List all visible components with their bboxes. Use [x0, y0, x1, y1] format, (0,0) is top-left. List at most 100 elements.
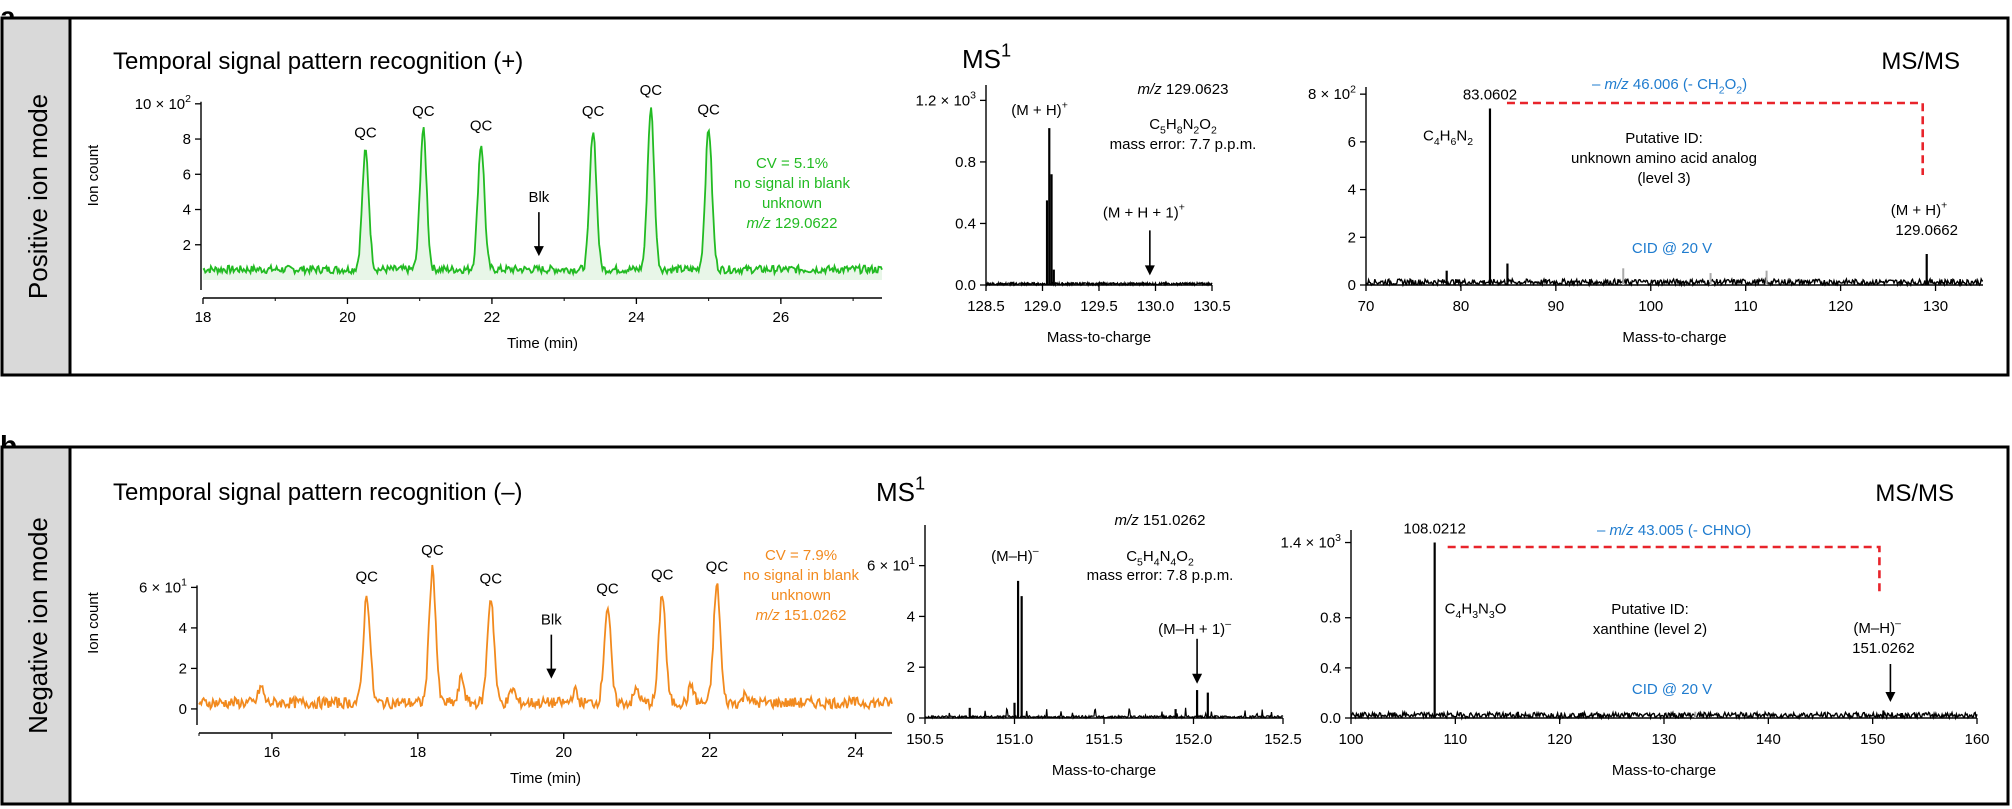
y-scale-label: 10 × 102 — [135, 93, 191, 113]
trace-line — [198, 564, 893, 712]
ion-mode-label: Positive ion mode — [23, 94, 53, 299]
y-tick-label: 0.4 — [1320, 660, 1341, 677]
y-tick-label: 8 — [183, 131, 191, 148]
x-tick-label: 152.0 — [1175, 731, 1213, 748]
blank-label: Blk — [528, 189, 549, 206]
ms1-spectrum: MS1 128.5 129.0 129.5 130.0 130.5 Mass-to-char… — [916, 40, 1257, 346]
x-tick-label: 26 — [773, 309, 790, 326]
qc-label: QC — [640, 82, 663, 99]
x-tick-label: 130.5 — [1193, 298, 1231, 315]
y-tick-label: 6 — [1348, 134, 1356, 151]
cv-annotation: no signal in blank — [743, 567, 859, 584]
x-tick-label: 100 — [1638, 298, 1663, 315]
ms1-spectrum: MS1 150.5 151.0 151.5 152.0 152.5 Mass-to-char… — [867, 473, 1302, 779]
x-tick-label: 18 — [195, 309, 212, 326]
x-tick-label: 130 — [1651, 731, 1676, 748]
x-tick-label: 140 — [1756, 731, 1781, 748]
qc-label: QC — [596, 581, 619, 598]
putative-id: Putative ID: — [1611, 601, 1689, 618]
y-tick-label: 0.4 — [955, 215, 976, 232]
arrow-head — [1192, 673, 1203, 684]
panel-frame — [0, 445, 2010, 806]
x-tick-label: 110 — [1734, 298, 1758, 315]
spectrum-noise — [1350, 709, 1978, 721]
x-tick-label: 151.0 — [996, 731, 1034, 748]
ms1-mass-error: mass error: 7.7 p.p.m. — [1110, 136, 1257, 153]
y-tick-label: 4 — [179, 620, 187, 637]
cid-label: CID @ 20 V — [1632, 681, 1712, 698]
y-tick-label: 0 — [907, 710, 915, 727]
spectrum-noise — [924, 707, 1284, 720]
y-scale-label: 6 × 101 — [139, 577, 187, 597]
y-tick-label: 0.0 — [1320, 710, 1341, 727]
cv-annotation: no signal in blank — [734, 175, 850, 192]
x-axis-label: Mass-to-charge — [1052, 762, 1156, 779]
qc-label: QC — [651, 566, 674, 583]
x-tick-label: 70 — [1358, 298, 1375, 315]
x-tick-label: 150 — [1860, 731, 1885, 748]
precursor-mz: 129.0662 — [1895, 222, 1958, 239]
x-tick-label: 20 — [555, 744, 572, 761]
ms1-formula: C5H8N2O2 — [1149, 116, 1217, 137]
ms1-mz-label: m/z 151.0262 — [1115, 512, 1206, 529]
x-tick-label: 129.5 — [1080, 298, 1118, 315]
qc-label: QC — [480, 571, 503, 588]
qc-label: QC — [706, 558, 729, 575]
msms-title: MS/MS — [1881, 48, 1960, 75]
spectrum-noise — [985, 280, 1213, 288]
qc-label: QC — [356, 569, 379, 586]
x-tick-label: 80 — [1453, 298, 1470, 315]
trace-line — [202, 107, 883, 277]
chromatogram-title: Temporal signal pattern recognition (–) — [113, 479, 523, 506]
y-scale-label: 6 × 101 — [867, 555, 915, 575]
cv-annotation: CV = 7.9% — [765, 547, 837, 564]
y-tick-label: 0 — [1348, 277, 1356, 294]
cv-annotation: m/z 151.0262 — [756, 607, 847, 624]
x-tick-label: 18 — [409, 744, 426, 761]
x-tick-label: 100 — [1338, 731, 1363, 748]
spectrum-noise — [1365, 276, 1984, 288]
neutral-loss-label: – m/z 46.006 (- CH2O2) — [1592, 76, 1747, 97]
isotope-label: (M + H + 1)+ — [1103, 202, 1185, 222]
x-axis-label: Mass-to-charge — [1612, 762, 1716, 779]
x-tick-label: 20 — [339, 309, 356, 326]
x-tick-label: 120 — [1547, 731, 1572, 748]
putative-id: xanthine (level 2) — [1593, 621, 1707, 638]
y-axis-label: Ion count — [85, 591, 102, 654]
y-tick-label: 0.8 — [1320, 610, 1341, 627]
msms-spectrum: MS/MS 100 110 120 130 140 150 160 Mass-to-charge… — [1281, 480, 1990, 779]
y-tick-label: 2 — [179, 660, 187, 677]
x-tick-label: 110 — [1443, 731, 1467, 748]
x-tick-label: 130.0 — [1137, 298, 1175, 315]
x-tick-label: 160 — [1964, 731, 1989, 748]
y-scale-label: 1.2 × 103 — [916, 90, 977, 110]
msms-spectrum: MS/MS 70 80 90 100 110 120 130 Mass-to-charge 0 2 4… — [1308, 48, 1984, 346]
putative-id: unknown amino acid analog — [1571, 150, 1757, 167]
x-tick-label: 129.0 — [1024, 298, 1062, 315]
y-scale-label: 1.4 × 103 — [1281, 532, 1342, 552]
fragment-mz: 108.0212 — [1403, 521, 1466, 538]
arrow-head — [533, 246, 544, 257]
qc-label: QC — [697, 101, 720, 118]
qc-label: QC — [421, 542, 444, 559]
cv-annotation: m/z 129.0622 — [747, 215, 838, 232]
precursor-ion-label: (M + H)+ — [1891, 199, 1948, 219]
ms1-ion-label: (M + H)+ — [1011, 99, 1068, 119]
cv-annotation: CV = 5.1% — [756, 155, 828, 172]
x-tick-label: 90 — [1548, 298, 1565, 315]
neutral-loss-label: – m/z 43.005 (- CHNO) — [1597, 522, 1751, 539]
chromatogram: Temporal signal pattern recognition (+) 2… — [85, 48, 883, 352]
qc-label: QC — [470, 117, 493, 134]
arrow-head — [1144, 265, 1155, 276]
trace-fill — [203, 107, 882, 280]
x-axis-label: Time (min) — [507, 335, 578, 352]
y-tick-label: 4 — [1348, 182, 1356, 199]
x-tick-label: 128.5 — [967, 298, 1005, 315]
precursor-mz: 151.0262 — [1852, 640, 1915, 657]
blank-label: Blk — [541, 612, 562, 629]
precursor-ion-label: (M–H)– — [1853, 617, 1901, 637]
putative-id: (level 3) — [1637, 170, 1690, 187]
